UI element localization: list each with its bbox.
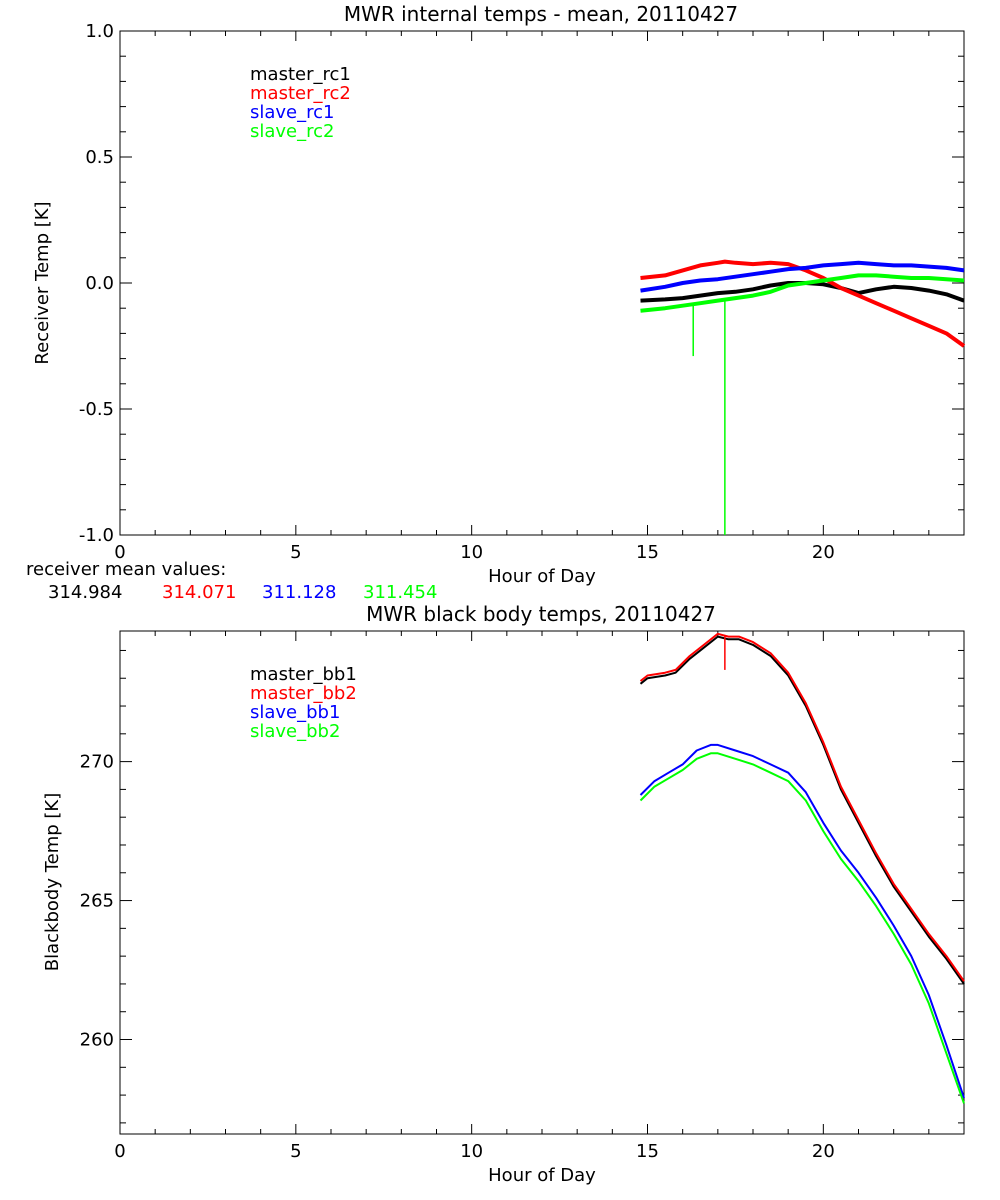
y-axis-label: Blackbody Temp [K]: [42, 793, 63, 971]
x-tick-label: 20: [812, 542, 835, 563]
mean-value-slave-rc2: 311.454: [363, 582, 437, 603]
x-axis-label: Hour of Day: [488, 1165, 596, 1186]
mean-value-master-rc1: 314.984: [48, 582, 122, 603]
plot-frame: [119, 30, 965, 536]
legend-entry-slave-bb2: slave_bb2: [250, 721, 340, 742]
legend-entry-master-bb2: master_bb2: [250, 683, 357, 704]
plot-frame: [119, 630, 965, 1135]
x-tick-label: 20: [812, 1141, 835, 1162]
series-line-master-bb1: [639, 635, 965, 985]
series-line-slave-bb2: [639, 752, 965, 1104]
x-tick-label: 5: [290, 1141, 301, 1162]
y-tick-label: 0.5: [85, 147, 114, 168]
tick-labels: 0 5 10 15 20 -1.0 -0.5 0.0 0.5 1.0: [79, 21, 835, 563]
mean-value-slave-rc1: 311.128: [262, 582, 336, 603]
x-tick-label: 0: [114, 542, 125, 563]
series-line-slave-bb1: [639, 743, 965, 1099]
x-tick-label: 10: [460, 542, 483, 563]
x-axis-label: Hour of Day: [488, 566, 596, 587]
receiver-mean-annotation: receiver mean values: 314.984 314.071 31…: [26, 559, 437, 603]
y-tick-label: 1.0: [85, 21, 114, 42]
series-group: [640, 259, 966, 535]
y-tick-label: 260: [80, 1030, 114, 1051]
y-tick-label: -1.0: [79, 525, 114, 546]
y-axis-label: Receiver Temp [K]: [32, 201, 53, 364]
series-group: [639, 632, 965, 1104]
legend-entry-master-bb1: master_bb1: [250, 664, 357, 685]
y-tick-label: 0.0: [85, 273, 114, 294]
series-line-slave-rc1: [640, 260, 965, 293]
x-tick-label: 15: [636, 542, 659, 563]
y-tick-label: -0.5: [79, 399, 114, 420]
axis-ticks: [119, 631, 965, 1134]
legend-entry-slave-rc1: slave_rc1: [250, 102, 335, 123]
series-line-slave-rc2: [640, 273, 965, 313]
series-line-master-bb2: [639, 632, 965, 982]
chart-title: MWR internal temps - mean, 20110427: [344, 2, 738, 26]
chart-title: MWR black body temps, 20110427: [366, 602, 716, 626]
x-tick-label: 5: [290, 542, 301, 563]
y-tick-label: 265: [80, 891, 114, 912]
mean-value-master-rc2: 314.071: [162, 582, 236, 603]
legend-entry-slave-rc2: slave_rc2: [250, 121, 335, 142]
x-tick-label: 10: [460, 1141, 483, 1162]
x-tick-label: 0: [114, 1141, 125, 1162]
blackbody-temp-chart: MWR black body temps, 20110427 0 5 10 15 20 2…: [42, 602, 965, 1186]
x-tick-label: 15: [636, 1141, 659, 1162]
tick-labels: 0 5 10 15 20 260 265 270: [80, 752, 835, 1162]
legend-entry-master-rc2: master_rc2: [250, 83, 351, 104]
receiver-mean-label: receiver mean values:: [26, 559, 226, 580]
series-line-master-rc1: [640, 281, 965, 303]
receiver-temp-chart: MWR internal temps - mean, 20110427 0 5 10…: [32, 2, 966, 587]
axis-ticks: [119, 30, 965, 536]
legend-entry-slave-bb1: slave_bb1: [250, 702, 340, 723]
legend-entry-master-rc1: master_rc1: [250, 64, 351, 85]
y-tick-label: 270: [80, 752, 114, 773]
